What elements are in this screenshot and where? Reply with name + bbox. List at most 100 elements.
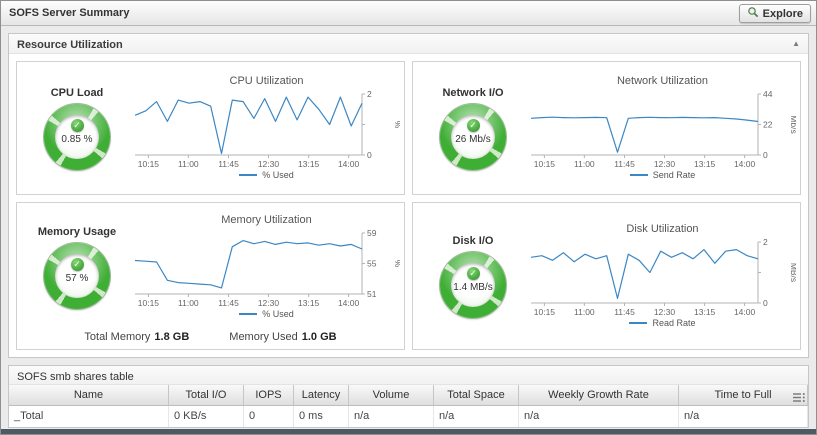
cpu-gauge-value: 0.85 % bbox=[61, 133, 93, 145]
table-cell: n/a bbox=[519, 406, 679, 427]
legend-line-swatch bbox=[239, 312, 258, 315]
svg-text:10:15: 10:15 bbox=[534, 307, 556, 316]
explore-button[interactable]: Explore bbox=[738, 4, 811, 23]
svg-text:0: 0 bbox=[763, 150, 768, 160]
svg-text:11:00: 11:00 bbox=[574, 307, 595, 316]
resource-panel-header: Resource Utilization ▲ bbox=[9, 34, 808, 54]
svg-text:11:00: 11:00 bbox=[178, 298, 199, 307]
svg-text:13:15: 13:15 bbox=[298, 298, 320, 307]
svg-text:44: 44 bbox=[763, 90, 773, 99]
network-chart-title: Network Utilization bbox=[616, 75, 709, 87]
column-header-volume[interactable]: Volume bbox=[349, 385, 434, 405]
svg-text:11:45: 11:45 bbox=[218, 298, 239, 307]
cpu-chart-legend: % Used bbox=[133, 168, 400, 181]
memory-used-label: Memory Used bbox=[229, 331, 298, 343]
svg-text:14:00: 14:00 bbox=[734, 159, 756, 168]
smb-shares-panel: SOFS smb shares table Name Total I/O IOPS L… bbox=[8, 365, 809, 428]
svg-text:11:45: 11:45 bbox=[218, 159, 239, 168]
svg-text:10:15: 10:15 bbox=[534, 159, 556, 168]
network-gauge-value: 26 Mb/s bbox=[455, 133, 491, 145]
memory-gauge-value: 57 % bbox=[65, 272, 89, 284]
status-ok-icon: ✓ bbox=[466, 118, 480, 132]
svg-text:13:15: 13:15 bbox=[298, 159, 320, 168]
network-chart-legend: Send Rate bbox=[529, 168, 796, 181]
svg-text:13:15: 13:15 bbox=[694, 307, 716, 316]
memory-section: Memory Usage ✓ 57 % Memory Utilization 5… bbox=[16, 202, 405, 350]
svg-text:14:00: 14:00 bbox=[734, 307, 756, 316]
table-cell: n/a bbox=[679, 406, 808, 427]
cpu-chart-title: CPU Utilization bbox=[229, 75, 304, 87]
resource-panel-title: Resource Utilization bbox=[17, 39, 123, 51]
memory-usage-gauge: ✓ 57 % bbox=[44, 242, 110, 309]
cpu-section: CPU Load ✓ 0.85 % CPU Utilization 2 0 10:1… bbox=[16, 61, 405, 195]
memory-chart-legend: % Used bbox=[133, 307, 400, 320]
status-ok-icon: ✓ bbox=[466, 266, 480, 280]
disk-io-gauge: ✓ 1.4 MB/s bbox=[440, 251, 506, 318]
column-chooser-icon[interactable] bbox=[793, 390, 805, 402]
column-header-total-i-o[interactable]: Total I/O bbox=[169, 385, 244, 405]
svg-text:%: % bbox=[393, 260, 400, 268]
explore-label: Explore bbox=[762, 7, 803, 20]
legend-line-swatch bbox=[239, 173, 258, 176]
disk-gauge-value: 1.4 MB/s bbox=[453, 281, 493, 293]
table-row[interactable]: _Total 0 KB/s 0 0 ms n/a n/a n/a n/a bbox=[9, 406, 808, 427]
svg-text:10:15: 10:15 bbox=[138, 298, 160, 307]
memory-totals: Total Memory 1.8 GB Memory Used 1.0 GB bbox=[21, 328, 400, 346]
column-header-total-space[interactable]: Total Space bbox=[434, 385, 519, 405]
disk-chart-title: Disk Utilization bbox=[626, 223, 699, 235]
titlebar: SOFS Server Summary Explore bbox=[1, 1, 816, 26]
svg-text:0: 0 bbox=[367, 150, 372, 160]
legend-label: Send Rate bbox=[652, 169, 696, 180]
svg-text:11:00: 11:00 bbox=[178, 159, 199, 168]
svg-text:2: 2 bbox=[367, 90, 372, 99]
table-cell: 0 bbox=[244, 406, 294, 427]
resource-grid: CPU Load ✓ 0.85 % CPU Utilization 2 0 10:1… bbox=[9, 54, 808, 357]
shares-table-header-row: Name Total I/O IOPS Latency Volume Total Spac… bbox=[9, 385, 808, 406]
legend-label: Read Rate bbox=[652, 317, 696, 328]
smb-shares-panel-header: SOFS smb shares table bbox=[9, 366, 808, 385]
network-utilization-chart: 44 22 0 10:15 11:00 11:45 12:30 13:15 14:00 Mb/s bbox=[529, 90, 796, 168]
shares-table-body: _Total 0 KB/s 0 0 ms n/a n/a n/a n/a bbox=[9, 406, 808, 427]
svg-text:Mb/s: Mb/s bbox=[789, 115, 796, 133]
bottom-edge-band bbox=[1, 429, 816, 434]
memory-used-value: 1.0 GB bbox=[301, 331, 337, 343]
status-ok-icon: ✓ bbox=[70, 257, 84, 271]
svg-text:2: 2 bbox=[763, 238, 768, 247]
network-io-gauge: ✓ 26 Mb/s bbox=[440, 103, 506, 170]
cpu-gauge-title: CPU Load bbox=[50, 86, 104, 99]
svg-text:11:00: 11:00 bbox=[574, 159, 595, 168]
column-header-time-to-full[interactable]: Time to Full bbox=[679, 385, 808, 405]
svg-text:MB/s: MB/s bbox=[789, 263, 796, 282]
resource-utilization-panel: Resource Utilization ▲ CPU Load ✓ 0.85 % bbox=[8, 33, 809, 358]
svg-text:12:30: 12:30 bbox=[258, 159, 280, 168]
table-cell: n/a bbox=[434, 406, 519, 427]
memory-chart-title: Memory Utilization bbox=[221, 214, 312, 226]
column-header-weekly-growth-rate[interactable]: Weekly Growth Rate bbox=[519, 385, 679, 405]
svg-text:11:45: 11:45 bbox=[614, 159, 635, 168]
svg-text:12:30: 12:30 bbox=[654, 159, 676, 168]
legend-line-swatch bbox=[629, 173, 648, 176]
status-ok-icon: ✓ bbox=[70, 118, 84, 132]
disk-chart-legend: Read Rate bbox=[529, 316, 796, 329]
svg-text:59: 59 bbox=[367, 229, 377, 238]
table-cell: n/a bbox=[349, 406, 434, 427]
total-memory-label: Total Memory bbox=[84, 331, 151, 343]
svg-text:10:15: 10:15 bbox=[138, 159, 160, 168]
svg-text:%: % bbox=[393, 121, 400, 129]
disk-utilization-chart: 2 0 10:15 11:00 11:45 12:30 13:15 14:00 MB/s bbox=[529, 238, 796, 316]
legend-label: % Used bbox=[262, 169, 294, 180]
collapse-arrow-icon[interactable]: ▲ bbox=[792, 39, 800, 48]
cpu-load-gauge: ✓ 0.85 % bbox=[44, 103, 110, 170]
network-section: Network I/O ✓ 26 Mb/s Network Utilizatio… bbox=[412, 61, 801, 195]
page-title: SOFS Server Summary bbox=[9, 7, 130, 19]
column-header-latency[interactable]: Latency bbox=[294, 385, 349, 405]
svg-text:13:15: 13:15 bbox=[694, 159, 716, 168]
svg-text:12:30: 12:30 bbox=[654, 307, 676, 316]
svg-text:14:00: 14:00 bbox=[338, 159, 360, 168]
column-header-iops[interactable]: IOPS bbox=[244, 385, 294, 405]
column-header-name[interactable]: Name bbox=[9, 385, 169, 405]
svg-text:11:45: 11:45 bbox=[614, 307, 635, 316]
table-cell: _Total bbox=[9, 406, 169, 427]
